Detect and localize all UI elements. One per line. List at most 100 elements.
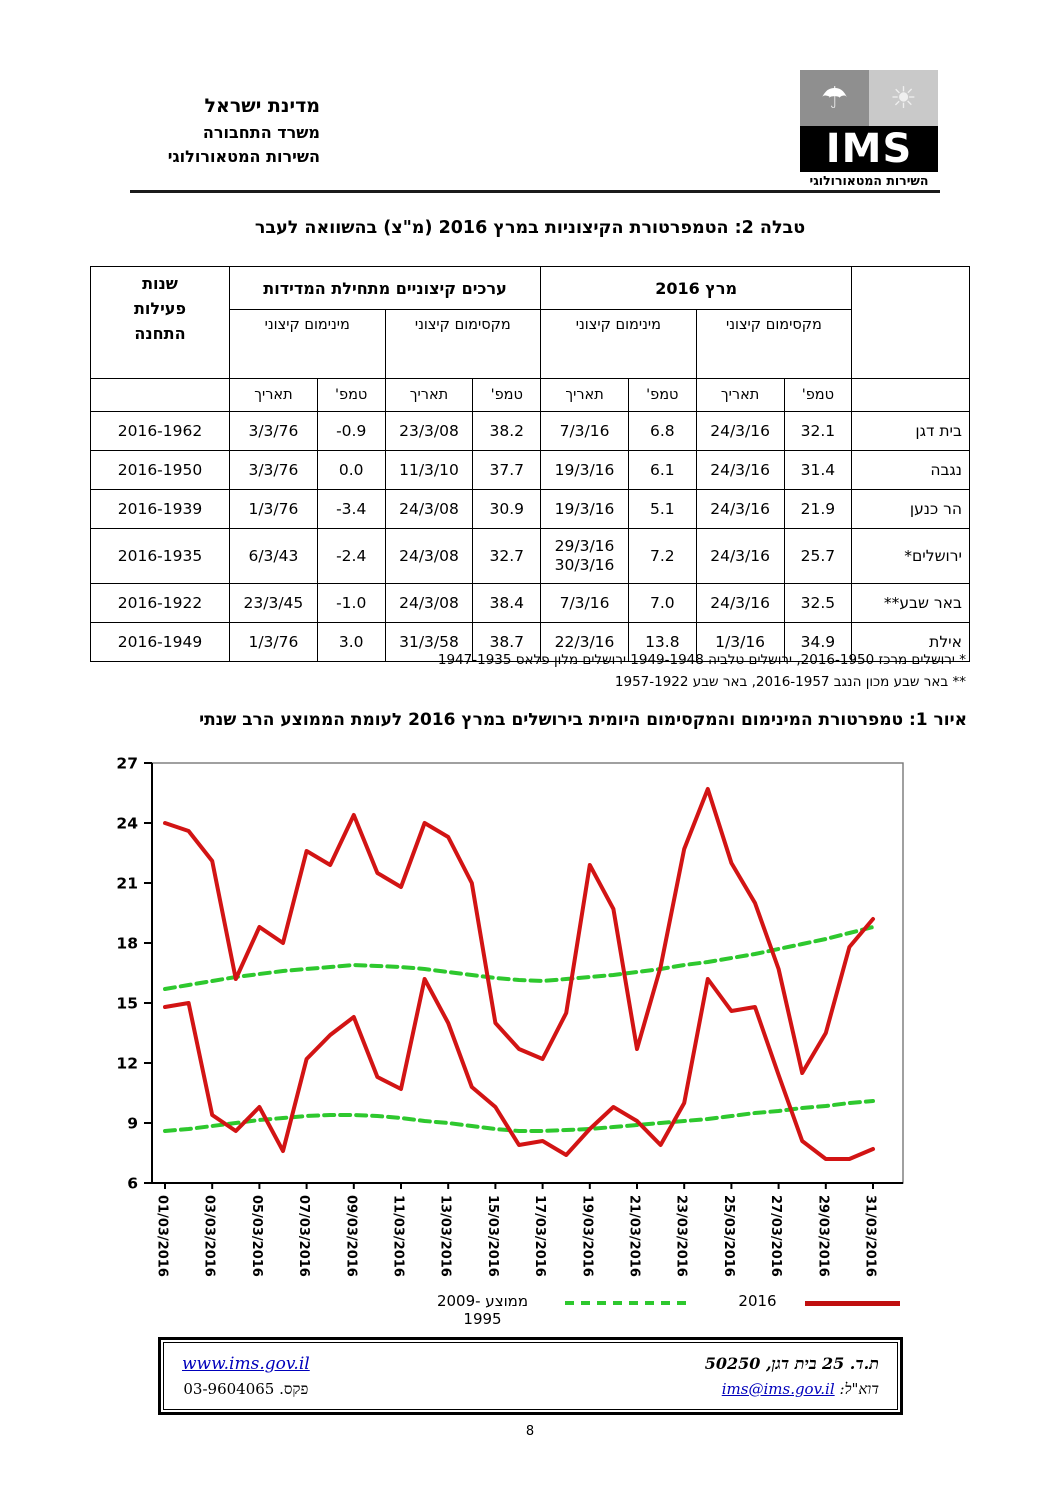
org-header: מדינת ישראל משרד התחבורה השירות המטאורול… [150,92,320,169]
historic-max-date: 23/3/08 [384,411,474,451]
march-min-date: 7/3/16 [540,411,629,451]
subheader-max-historic: מקסימום קיצוני [384,309,542,379]
historic-max-temp: 38.4 [472,583,542,623]
org-line-state: מדינת ישראל [204,95,320,117]
historic-min-date: 23/3/45 [228,583,318,623]
march-max-temp: 21.9 [783,489,853,529]
svg-text:07/03/2016: 07/03/2016 [296,1195,311,1277]
march-min-date: 29/3/16 30/3/16 [540,528,629,584]
station-years: 2016-1939 [90,489,230,529]
station-name: אילת [851,622,970,662]
table-row-beit-dagan: בית דגן 32.1 24/3/16 6.8 7/3/16 38.2 23/… [90,411,970,451]
historic-min-temp: -2.4 [316,528,386,584]
col-date: תאריך [228,378,318,412]
svg-text:21/03/2016: 21/03/2016 [627,1195,642,1277]
legend-average-dashed-line-swatch [565,1301,690,1305]
march-max-date: 24/3/16 [695,528,785,584]
svg-text:21: 21 [116,875,138,893]
col-temp: טמפ' [627,378,697,412]
col-date: תאריך [384,378,474,412]
historic-min-date: 1/3/76 [228,622,318,662]
historic-max-date: 31/3/58 [384,622,474,662]
svg-text:15: 15 [116,995,138,1013]
org-line-service: השירות המטאורולוגי [167,146,320,166]
empty-cell [851,378,970,412]
col-date: תאריך [540,378,629,412]
historic-max-date: 24/3/08 [384,583,474,623]
legend-2016-solid-line-swatch [805,1301,900,1306]
table-row-beer-sheva: באר שבע** 32.5 24/3/16 7.0 7/3/16 38.4 2… [90,583,970,623]
historic-max-temp: 38.2 [472,411,542,451]
march-max-date: 1/3/16 [695,622,785,662]
svg-text:18: 18 [116,935,138,953]
logo-acronym: IMS [800,126,938,172]
station-name: נגבה [851,450,970,490]
historic-max-date: 24/3/08 [384,528,474,584]
historic-min-date: 3/3/76 [228,450,318,490]
postal-address: ת.ד. 25 בית דגן, 50250 [704,1353,879,1373]
email-label: דוא"ל: [839,1379,879,1398]
historic-min-temp: 0.0 [316,450,386,490]
table-row-negba: נגבה 31.4 24/3/16 6.1 19/3/16 37.7 11/3/… [90,450,970,490]
svg-text:25/03/2016: 25/03/2016 [721,1195,736,1277]
page-number: 8 [525,1424,535,1439]
footnote-beer-sheva: ** באר שבע מכון הנגב 2016-1957, באר שבע … [614,673,966,690]
march-max-temp: 34.9 [783,622,853,662]
logo-caption: השירות המטאורולוגי [809,173,929,188]
march-min-temp: 6.8 [627,411,697,451]
table-footnotes: * ירושלים מרכז 2016-1950, ירושלים טלביה … [88,650,966,693]
march-min-temp: 6.1 [627,450,697,490]
table-row-eilat: אילת 34.9 1/3/16 13.8 22/3/16 38.7 31/3/… [90,622,970,662]
contact-footer-box: ת.ד. 25 בית דגן, 50250 דוא"ל: ims@ims.go… [158,1337,903,1415]
station-years: 2016-1922 [90,583,230,623]
march-max-temp: 31.4 [783,450,853,490]
historic-min-temp: -1.0 [316,583,386,623]
svg-text:27/03/2016: 27/03/2016 [768,1195,783,1277]
svg-text:15/03/2016: 15/03/2016 [485,1195,500,1277]
svg-text:17/03/2016: 17/03/2016 [532,1195,547,1277]
station-name: ירושלים* [851,528,970,584]
historic-min-temp: 3.0 [316,622,386,662]
historic-min-date: 6/3/43 [228,528,318,584]
historic-max-temp: 37.7 [472,450,542,490]
years-column-header: שנות פעילות התחנה [90,266,230,379]
svg-text:09/03/2016: 09/03/2016 [343,1195,358,1277]
historic-max-date: 11/3/10 [384,450,474,490]
email-link[interactable]: ims@ims.gov.il [721,1379,835,1398]
svg-text:23/03/2016: 23/03/2016 [674,1195,689,1277]
march-min-date: 19/3/16 [540,489,629,529]
historic-min-temp: -0.9 [316,411,386,451]
historic-min-temp: -3.4 [316,489,386,529]
march-min-temp: 7.0 [627,583,697,623]
march-min-temp: 5.1 [627,489,697,529]
march-max-date: 24/3/16 [695,489,785,529]
sun-cloud-icon: ☀ [869,70,938,126]
march-min-date: 7/3/16 [540,583,629,623]
footer-address-block: ת.ד. 25 בית דגן, 50250 דוא"ל: ims@ims.go… [705,1354,879,1399]
station-name: באר שבע** [851,583,970,623]
subheader-max-march: מקסימום קיצוני [695,309,853,379]
march-max-temp: 25.7 [783,528,853,584]
march-min-temp: 13.8 [627,622,697,662]
svg-text:01/03/2016: 01/03/2016 [155,1195,170,1277]
historic-max-temp: 30.9 [472,489,542,529]
rain-cloud-icon: ☂ [800,70,869,126]
march-max-temp: 32.1 [783,411,853,451]
svg-text:12: 12 [116,1055,138,1073]
col-temp: טמפ' [316,378,386,412]
empty-cell [90,378,230,412]
svg-text:9: 9 [127,1115,138,1133]
legend-average-label: ממוצע 2009-1995 [436,1292,529,1328]
station-years: 2016-1935 [90,528,230,584]
svg-text:29/03/2016: 29/03/2016 [815,1195,830,1277]
historic-min-date: 1/3/76 [228,489,318,529]
historic-min-date: 3/3/76 [228,411,318,451]
website-link[interactable]: www.ims.gov.il [182,1353,310,1374]
group-header-historic: ערכים קיצוניים מתחילת המדידות [228,266,542,310]
subheader-min-historic: מינימום קיצוני [228,309,386,379]
extremes-table-wrapper: מרץ 2016 ערכים קיצוניים מתחילת המדידות ש… [90,266,970,662]
svg-text:6: 6 [127,1175,138,1193]
table-row-har-kenaan: הר כנען 21.9 24/3/16 5.1 19/3/16 30.9 24… [90,489,970,529]
group-header-march-2016: מרץ 2016 [540,266,853,310]
march-max-temp: 32.5 [783,583,853,623]
